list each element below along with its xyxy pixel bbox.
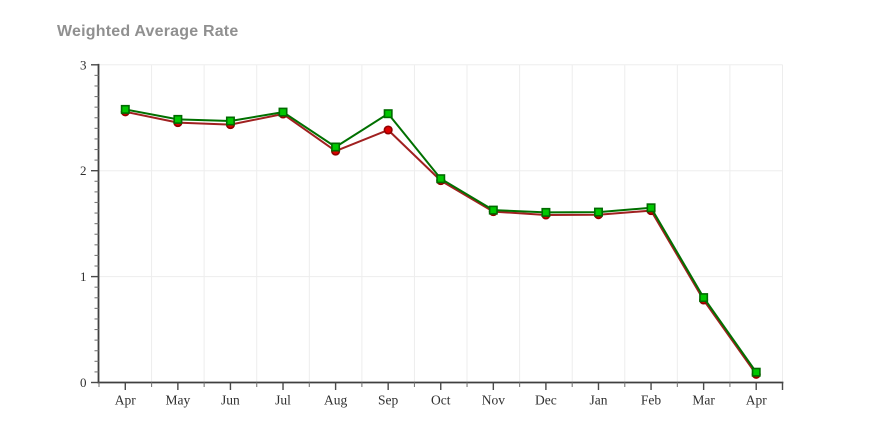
svg-text:Jan: Jan [589,393,607,408]
svg-text:Apr: Apr [115,393,136,408]
svg-text:0: 0 [80,375,87,390]
svg-text:Oct: Oct [431,393,451,408]
svg-text:3: 3 [80,57,87,72]
svg-text:May: May [165,393,190,408]
svg-text:Dec: Dec [535,393,557,408]
svg-text:1: 1 [80,269,87,284]
svg-text:Weighted Average Rate: Weighted Average Rate [57,23,238,40]
svg-text:Jul: Jul [275,393,291,408]
svg-text:Sep: Sep [378,393,399,408]
svg-text:Aug: Aug [324,393,347,408]
svg-text:Jun: Jun [221,393,240,408]
svg-text:Mar: Mar [692,393,715,408]
svg-text:Nov: Nov [482,393,505,408]
svg-text:2: 2 [80,163,87,178]
svg-text:Feb: Feb [641,393,662,408]
svg-text:Apr: Apr [746,393,767,408]
